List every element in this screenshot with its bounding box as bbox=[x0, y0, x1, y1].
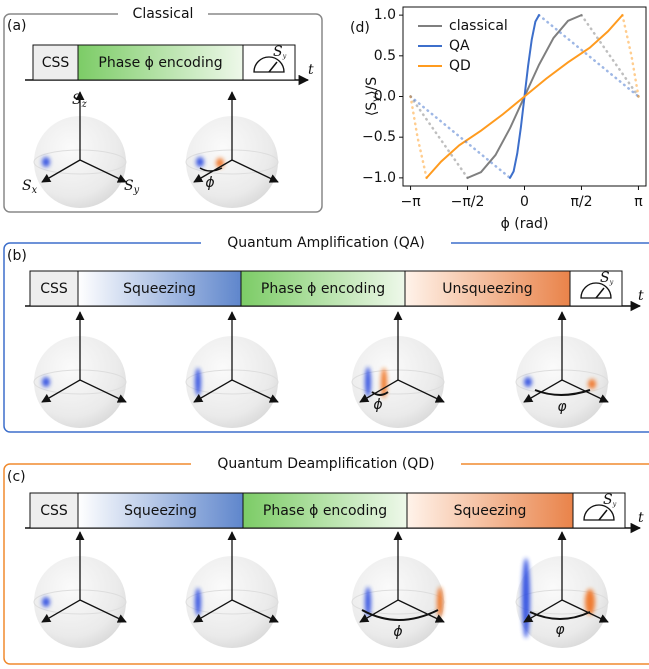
series-extension bbox=[411, 97, 468, 178]
axis-label: Sy bbox=[124, 178, 140, 196]
meter-label-sub: y bbox=[612, 500, 617, 508]
meter-box bbox=[243, 45, 295, 80]
step-label: Phase ϕ encoding bbox=[98, 55, 222, 71]
meter-label-sub: y bbox=[282, 52, 287, 60]
meter-label-sub: y bbox=[609, 278, 614, 286]
quantum-state bbox=[42, 157, 50, 167]
quantum-state bbox=[437, 587, 443, 617]
step-label: Phase ϕ encoding bbox=[261, 281, 385, 297]
panel-label: (a) bbox=[7, 18, 27, 34]
y-tick-label: 0.5 bbox=[374, 48, 396, 64]
time-label: t bbox=[638, 510, 644, 526]
x-tick-label: 0 bbox=[520, 194, 529, 210]
quantum-state bbox=[522, 558, 530, 638]
step-label: Unsqueezing bbox=[442, 281, 532, 297]
legend-label: classical bbox=[449, 18, 508, 34]
time-label: t bbox=[308, 62, 314, 78]
panel-title: Classical bbox=[133, 6, 194, 22]
step-label: Squeezing bbox=[123, 281, 196, 297]
quantum-state bbox=[196, 157, 204, 167]
quantum-state bbox=[195, 588, 201, 616]
x-tick-label: π/2 bbox=[570, 194, 592, 210]
y-tick-label: 1.0 bbox=[374, 7, 396, 23]
figure: Classical Quantum Amplification (QA) Quant… bbox=[0, 0, 649, 669]
y-axis-label-part: ⟨S bbox=[364, 102, 380, 116]
step-label: Squeezing bbox=[124, 503, 197, 519]
panel-label: (b) bbox=[7, 248, 27, 264]
chart-label: (d) bbox=[350, 20, 370, 36]
x-tick-label: π bbox=[634, 194, 643, 210]
panel-label: (c) bbox=[7, 469, 26, 485]
angle-label: φ bbox=[557, 399, 567, 415]
quantum-state bbox=[524, 377, 532, 387]
y-tick-label: −0.5 bbox=[362, 129, 396, 145]
meter-label-base: S bbox=[273, 44, 283, 60]
meter-box bbox=[570, 271, 622, 306]
x-tick-label: −π/2 bbox=[451, 194, 485, 210]
meter-box bbox=[573, 493, 625, 528]
axis-label: Sz bbox=[72, 92, 88, 110]
axis-label-sub: y bbox=[133, 185, 140, 196]
panel-title: Quantum Deamplification (QD) bbox=[217, 456, 434, 472]
step-label: Squeezing bbox=[454, 503, 527, 519]
angle-label: φ bbox=[555, 622, 565, 638]
y-axis-label: ⟨Sy⟩/S bbox=[364, 77, 382, 116]
meter-label-base: S bbox=[600, 270, 610, 286]
angle-label: ϕ bbox=[393, 624, 402, 640]
axis-label: Sx bbox=[22, 178, 38, 196]
x-tick-label: −π bbox=[400, 194, 421, 210]
axis-label-base: S bbox=[72, 92, 82, 108]
series-extension bbox=[539, 15, 638, 96]
y-axis-label-part: ⟩/S bbox=[364, 77, 380, 96]
angle-label: ϕ bbox=[373, 397, 382, 413]
quantum-state bbox=[195, 368, 201, 396]
x-axis-label: ϕ (rad) bbox=[501, 216, 549, 232]
step-label: CSS bbox=[40, 503, 68, 519]
time-label: t bbox=[638, 288, 644, 304]
y-tick-label: −1.0 bbox=[362, 170, 396, 186]
series-extension bbox=[411, 97, 510, 178]
quantum-state bbox=[42, 377, 50, 387]
axis-label-sub: x bbox=[32, 185, 38, 196]
quantum-state bbox=[588, 379, 596, 389]
panel-title: Quantum Amplification (QA) bbox=[227, 235, 425, 251]
angle-label: ϕ bbox=[205, 175, 214, 191]
step-label: Phase ϕ encoding bbox=[263, 503, 387, 519]
step-label: CSS bbox=[40, 281, 68, 297]
legend-label: QD bbox=[449, 58, 471, 74]
axis-label-sub: z bbox=[81, 99, 88, 110]
legend-label: QA bbox=[449, 38, 470, 54]
axis-label-base: S bbox=[124, 178, 134, 194]
quantum-state bbox=[365, 367, 371, 397]
axis-label-base: S bbox=[22, 178, 32, 194]
series-extension bbox=[411, 97, 427, 178]
step-label: CSS bbox=[42, 55, 70, 71]
quantum-state bbox=[42, 597, 50, 607]
meter-label-base: S bbox=[603, 492, 613, 508]
